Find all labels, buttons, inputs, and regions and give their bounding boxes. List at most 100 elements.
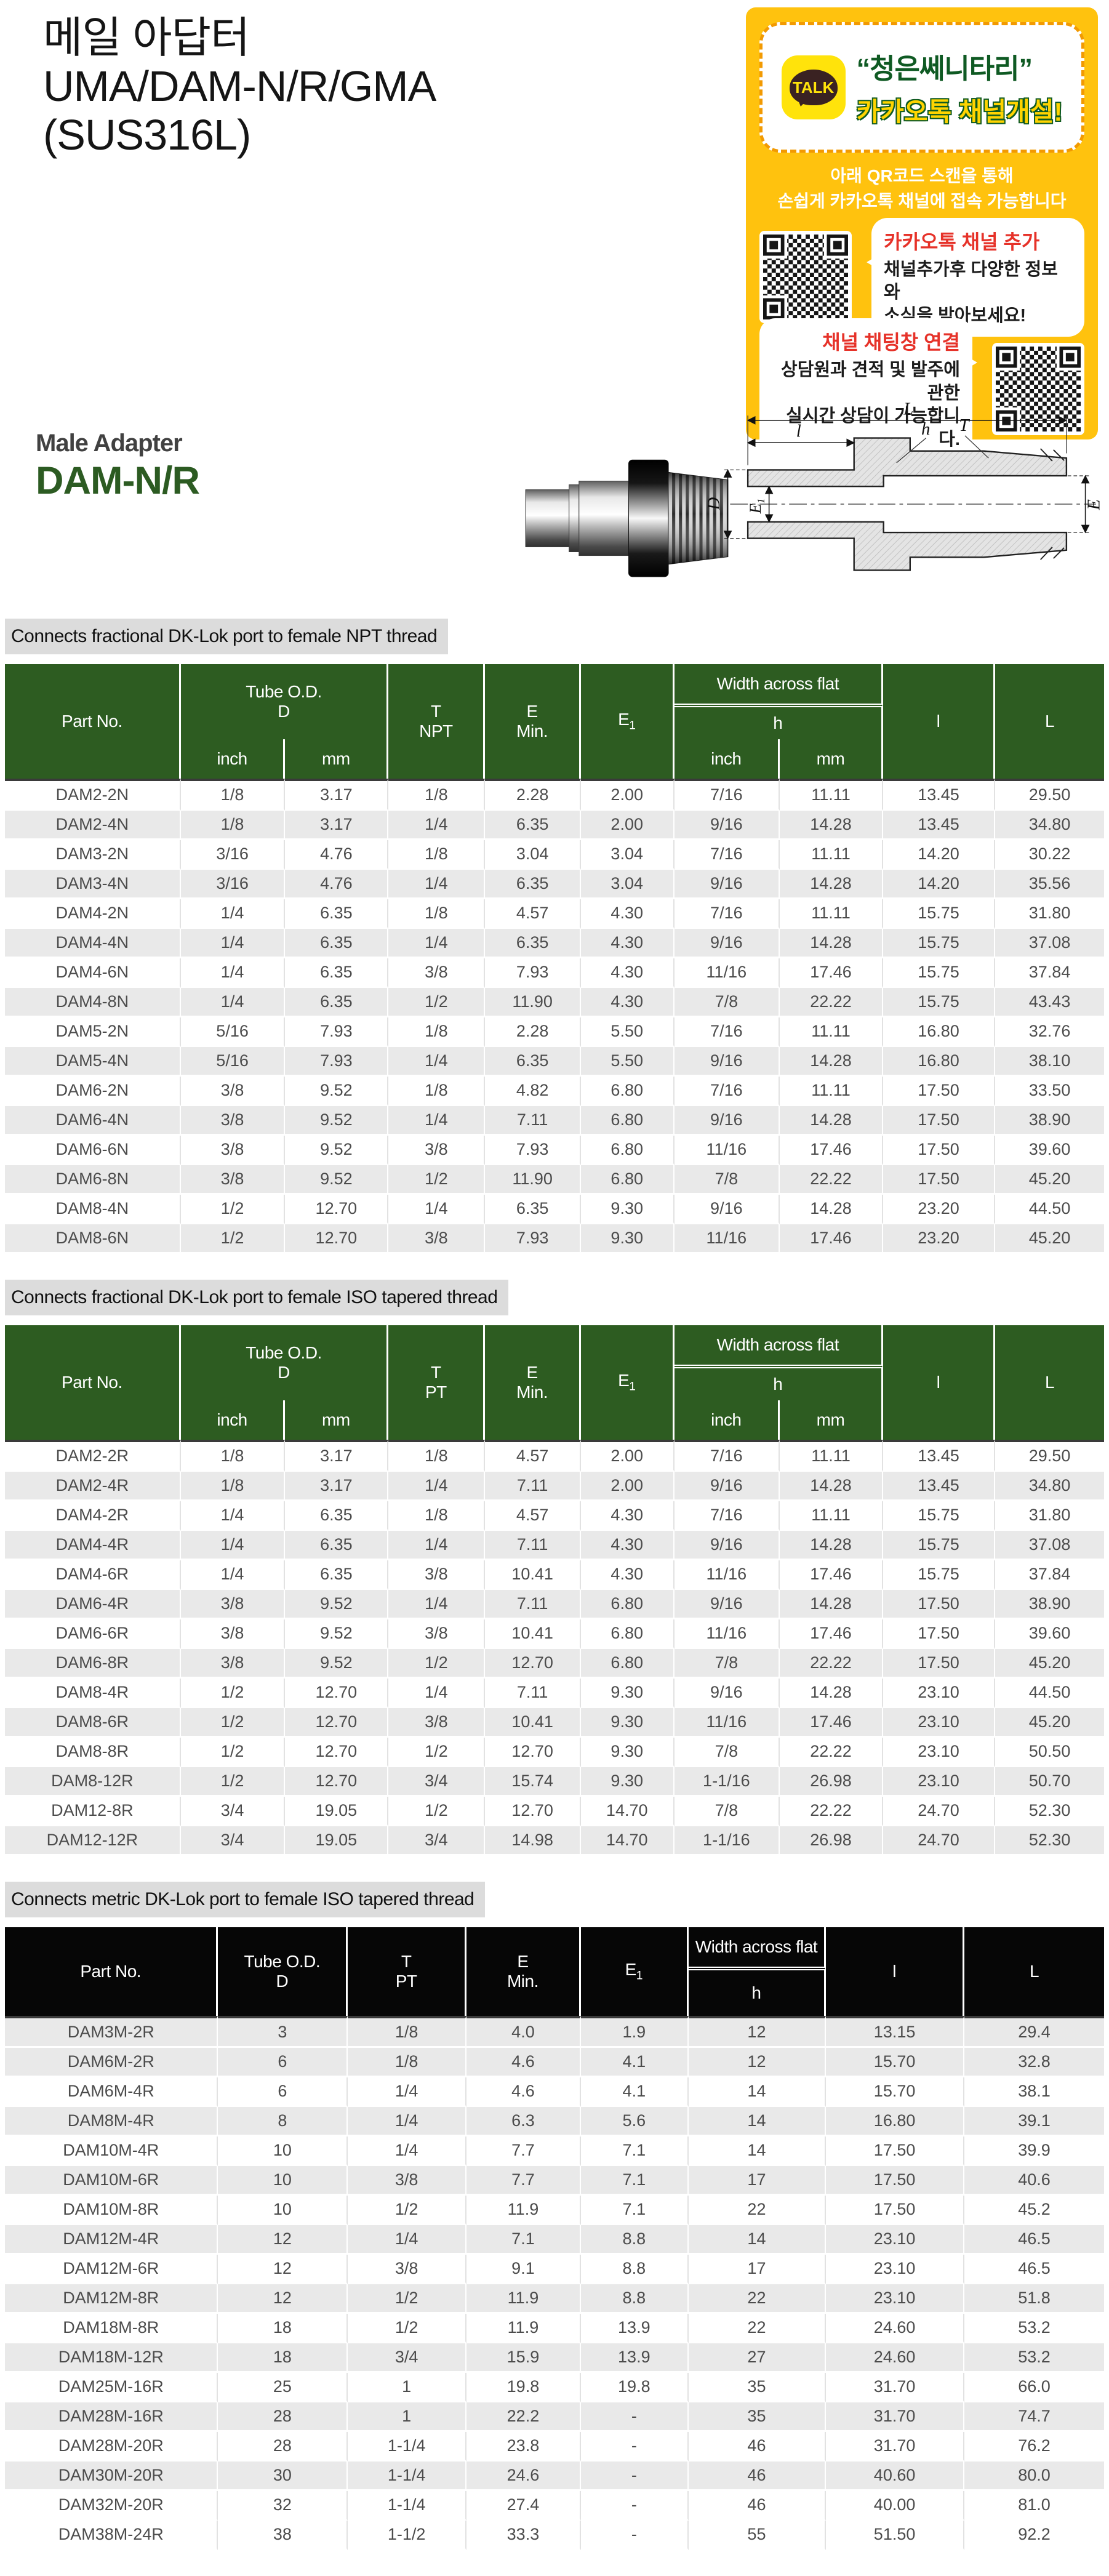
table-cell: 9.52 [285, 1649, 389, 1679]
table-cell: DAM8-12R [5, 1767, 181, 1797]
table-cell: 14 [688, 2225, 827, 2255]
col-header-e1: E1 [580, 1927, 689, 2016]
table-cell: 19.05 [285, 1797, 389, 1826]
table-cell: 10 [218, 2196, 348, 2225]
table-cell: DAM8-4N [5, 1195, 181, 1224]
bubble1-title: 카카오톡 채널 추가 [884, 230, 1040, 253]
table-cell: 1/8 [388, 1077, 486, 1106]
table-row: DAM4-4R 1/4 6.35 1/4 7.11 4.30 9/16 14.28 15.75 3… [5, 1531, 1104, 1560]
table-cell: 34.80 [995, 1472, 1104, 1501]
table-cell: 12.70 [285, 1708, 389, 1738]
table-cell: 3/4 [388, 1826, 486, 1856]
table-cell: 27 [688, 2343, 827, 2373]
table-cell: 3/4 [348, 2343, 467, 2373]
table-cell: 12 [218, 2255, 348, 2284]
table-cell: DAM5-4N [5, 1047, 181, 1077]
table-cell: 52.30 [995, 1826, 1104, 1856]
kakao-description: 아래 QR코드 스캔을 통해 손쉽게 카카오톡 채널에 접속 가능합니다 [759, 164, 1084, 214]
table-cell: 19.05 [285, 1826, 389, 1856]
table-cell: 24.6 [466, 2462, 581, 2491]
table-cell: 1 [348, 2402, 467, 2432]
section-label-iso-metric: Connects metric DK-Lok port to female IS… [5, 1882, 486, 1917]
table-cell: 12 [218, 2284, 348, 2314]
table-cell: 44.50 [995, 1195, 1104, 1224]
table-metric-iso: Part No. Tube O.D. D T PT E Min. E1 [5, 1927, 1104, 2550]
table-cell: 9.52 [285, 1619, 389, 1649]
table-cell: 40.6 [964, 2166, 1104, 2196]
table-row: DAM32M-20R 32 1-1/4 27.4-46 40.00 81.0 [5, 2491, 1104, 2521]
table-cell: 31.70 [826, 2402, 965, 2432]
table-cell: 14.28 [780, 1679, 883, 1708]
table-cell: 13.45 [883, 1440, 996, 1472]
table-cell: DAM8M-4R [5, 2107, 218, 2137]
table-cell: 12.70 [285, 1195, 389, 1224]
table-cell: 24.60 [826, 2343, 965, 2373]
table-row: DAM12M-4R 12 1/4 7.1 8.8 14 23.10 46.5 [5, 2225, 1104, 2255]
table-cell: 39.9 [964, 2137, 1104, 2166]
table-row: DAM25M-16R 25 1 19.8 19.8 35 31.70 66.0 [5, 2373, 1104, 2402]
table-cell: 23.20 [883, 1195, 996, 1224]
table-cell: DAM12M-8R [5, 2284, 218, 2314]
table-cell: 1/4 [180, 929, 286, 958]
table-cell: 7.1 [580, 2166, 689, 2196]
table-cell: 14.28 [780, 1472, 883, 1501]
table-cell: 39.60 [995, 1136, 1104, 1165]
table-cell: 11/16 [674, 1619, 780, 1649]
table-cell: 17.50 [883, 1649, 996, 1679]
table-cell: 7.11 [485, 1531, 581, 1560]
table-cell: 17.50 [883, 1106, 996, 1136]
table-cell: 25 [218, 2373, 348, 2402]
table-row: DAM6M-2R 6 1/8 4.6 4.1 12 15.70 32.8 [5, 2048, 1104, 2077]
table-row: DAM4-6R 1/4 6.35 3/8 10.41 4.30 11/16 17.46 15.7… [5, 1560, 1104, 1590]
table-row: DAM8-12R 1/2 12.70 3/4 15.74 9.30 1-1/16 26.98 2… [5, 1767, 1104, 1797]
table-cell: 1/2 [180, 1195, 286, 1224]
table-cell: 2.00 [580, 811, 675, 840]
table-cell: 22 [688, 2284, 827, 2314]
dim-label-L: L [903, 399, 913, 419]
table-cell: 51.8 [964, 2284, 1104, 2314]
kakao-description-line1: 아래 QR코드 스캔을 통해 [830, 166, 1014, 185]
table-row: DAM12-8R 3/4 19.05 1/2 12.70 14.70 7/8 22.22 24.… [5, 1797, 1104, 1826]
col-header-tube-od: Tube O.D. D [180, 664, 389, 739]
table-cell: 12.70 [485, 1649, 581, 1679]
table-cell: DAM4-2N [5, 899, 181, 929]
table-cell: 24.70 [883, 1826, 996, 1856]
table-cell: 15.74 [485, 1767, 581, 1797]
table-cell: 3/4 [388, 1767, 486, 1797]
kakao-headline-1: “청은쎄니타리” [856, 53, 1033, 84]
table-cell: 7.93 [285, 1047, 389, 1077]
table-cell: 4.30 [580, 1531, 675, 1560]
table-cell: 23.20 [883, 1224, 996, 1254]
table-cell: 14.28 [780, 1106, 883, 1136]
table-cell: 17.50 [883, 1077, 996, 1106]
table-cell: 22.2 [466, 2402, 581, 2432]
table-cell: 3/8 [348, 2166, 467, 2196]
table-cell: 31.80 [995, 1501, 1104, 1531]
table-cell: 23.10 [883, 1767, 996, 1797]
table-cell: 10.41 [485, 1708, 581, 1738]
col-header-mm: mm [285, 739, 389, 779]
table-row: DAM4-2N 1/4 6.35 1/8 4.57 4.30 7/16 11.11 15.75 3… [5, 899, 1104, 929]
dim-label-E: E [1084, 499, 1104, 511]
table-row: DAM28M-16R 28 1 22.2-35 31.70 74.7 [5, 2402, 1104, 2432]
table-cell: 1/4 [388, 870, 486, 899]
table-cell: 1/4 [180, 1531, 286, 1560]
table-cell: 23.10 [826, 2225, 965, 2255]
table-cell: 12 [218, 2225, 348, 2255]
table-cell: DAM12-8R [5, 1797, 181, 1826]
table-row: DAM10M-8R 10 1/2 11.9 7.1 22 17.50 45.2 [5, 2196, 1104, 2225]
table-cell: 13.9 [580, 2343, 689, 2373]
page-title-line2: UMA/DAM-N/R/GMA [43, 62, 436, 111]
table-cell: 17.46 [780, 1560, 883, 1590]
table-cell: 1/8 [180, 779, 286, 811]
qr-row-add-channel: 카카오톡 채널 추가 채널추가후 다양한 정보와 소식을 받아보세요! [759, 217, 1084, 337]
dim-label-h: h [921, 419, 930, 439]
product-code-label: DAM-N/R [36, 459, 200, 502]
table-cell: 9/16 [674, 1531, 780, 1560]
table-cell: 9.30 [580, 1767, 675, 1797]
table-cell: 1/2 [180, 1767, 286, 1797]
table-cell: 46.5 [964, 2225, 1104, 2255]
table-cell: 3/8 [388, 1619, 486, 1649]
table-cell: 2.00 [580, 779, 675, 811]
table-cell: 14.28 [780, 1195, 883, 1224]
